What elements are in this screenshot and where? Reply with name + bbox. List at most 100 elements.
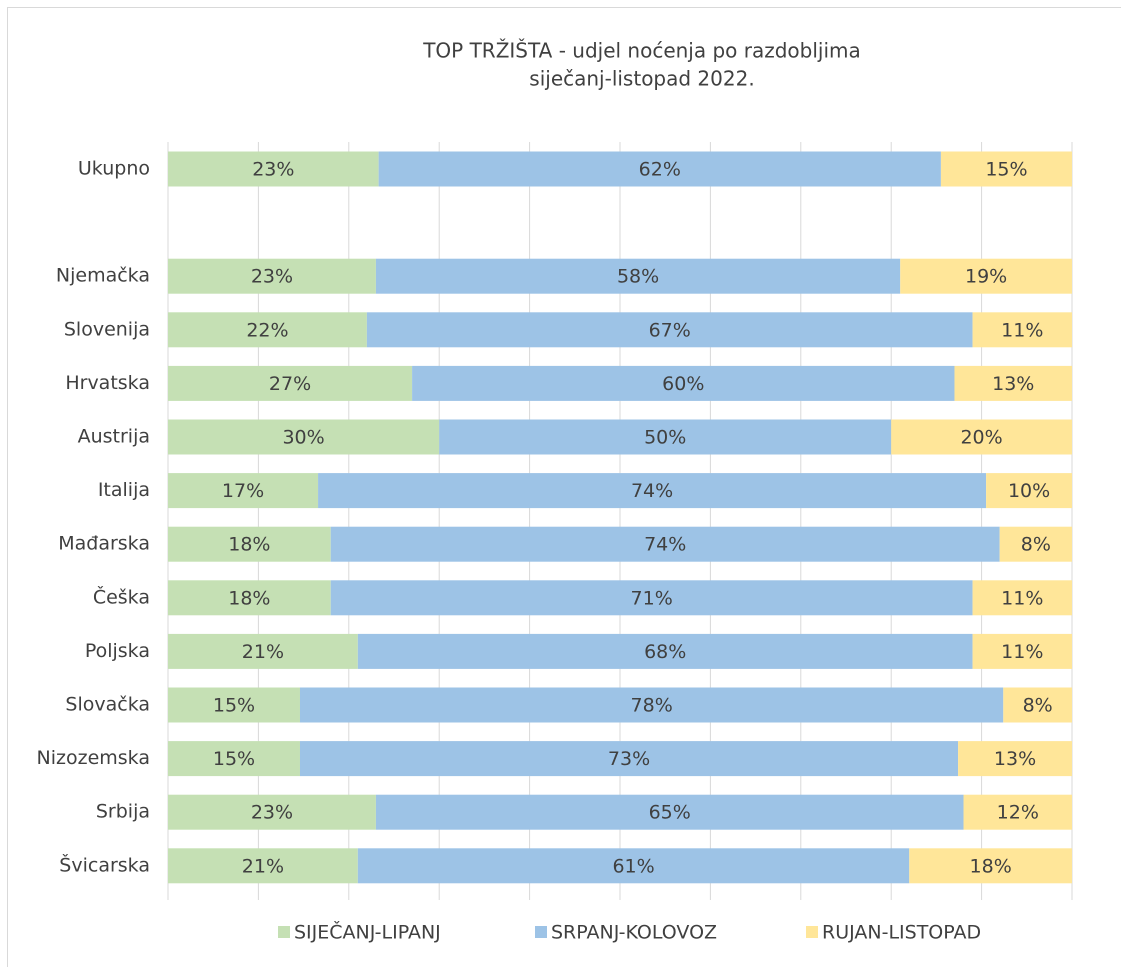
data-label: 58% [617,266,659,288]
bar-segment [168,312,367,348]
bar-segment [330,526,1000,562]
bar-segment [168,580,331,616]
bar-segment [891,419,1072,455]
data-label: 21% [242,641,284,663]
legend-label: SIJEČANJ-LIPANJ [294,920,441,944]
bar-segment [330,580,973,616]
bar-segment [168,526,331,562]
data-label: 74% [644,534,686,556]
data-label: 60% [662,373,704,395]
data-label: 50% [644,427,686,449]
data-label: 18% [228,534,270,556]
data-label: 61% [612,855,654,877]
chart-title: siječanj-listopad 2022. [529,67,754,91]
bar-segment [168,258,376,294]
data-label: 8% [1023,695,1053,717]
bar-segment [168,741,300,777]
data-label: 62% [639,159,681,181]
bar-segment [318,473,987,509]
data-label: 13% [992,373,1034,395]
y-tick-label: Češka [93,584,150,608]
data-label: 15% [213,748,255,770]
bar-segment [168,633,358,669]
data-label: 23% [252,159,294,181]
data-label: 11% [1001,587,1043,609]
bar-segment [972,312,1072,348]
data-label: 21% [242,855,284,877]
bar-segment [986,473,1072,509]
bar-segment [168,687,300,723]
y-tick-label: Njemačka [56,265,150,287]
bar-segment [366,312,973,348]
y-tick-label: Mađarska [58,533,150,555]
y-tick-label: Austrija [78,426,150,448]
y-tick-label: Slovačka [65,694,150,716]
bar-segment [357,633,973,669]
data-label: 23% [251,802,293,824]
data-label: 30% [282,427,324,449]
bar-segment [963,794,1072,830]
y-tick-label: Ukupno [78,158,150,180]
data-label: 15% [985,159,1027,181]
bar-segment [168,419,440,455]
y-tick-label: Slovenija [64,318,150,340]
data-label: 67% [649,319,691,341]
bar-segment [299,687,1004,723]
y-tick-label: Srbija [96,801,150,823]
bar-segment [168,473,319,509]
bar-segment [958,741,1072,777]
data-label: 78% [631,695,673,717]
bar-segment [954,365,1072,401]
data-label: 68% [644,641,686,663]
data-label: 74% [631,480,673,502]
data-label: 17% [222,480,264,502]
data-label: 27% [269,373,311,395]
bar-segment [1003,687,1072,723]
data-label: 11% [1001,319,1043,341]
bar-segment [940,151,1072,187]
bar-segment [972,580,1072,616]
data-label: 11% [1001,641,1043,663]
data-label: 18% [970,855,1012,877]
data-label: 71% [631,587,673,609]
y-tick-label: Švicarska [59,852,150,876]
bar-segment [168,848,358,884]
data-label: 10% [1008,480,1050,502]
data-label: 19% [965,266,1007,288]
y-tick-label: Italija [98,479,150,501]
bar-segment [412,365,955,401]
data-label: 23% [251,266,293,288]
legend-label: RUJAN-LISTOPAD [822,922,981,944]
legend-swatch [278,926,290,938]
bar-segment [999,526,1072,562]
bar-segment [909,848,1072,884]
legend-swatch [535,926,547,938]
bar-segment [439,419,892,455]
bar-segment [299,741,959,777]
data-label: 65% [649,802,691,824]
data-label: 73% [608,748,650,770]
data-label: 12% [997,802,1039,824]
y-tick-label: Nizozemska [37,747,150,769]
chart-title: TOP TRŽIŠTA - udjel noćenja po razdoblji… [422,39,861,63]
bar-segment [375,794,964,830]
y-tick-label: Poljska [85,640,150,662]
bar-segment [375,258,901,294]
data-label: 8% [1021,534,1051,556]
legend-label: SRPANJ-KOLOVOZ [551,922,717,944]
bar-segment [378,151,941,187]
bar-segment [972,633,1072,669]
bar-segment [900,258,1072,294]
bar-segment [168,365,413,401]
bar-segment [168,794,376,830]
legend-swatch [806,926,818,938]
bar-segment [168,151,379,187]
y-tick-label: Hrvatska [65,372,150,394]
data-label: 20% [960,427,1002,449]
data-label: 22% [246,319,288,341]
data-label: 15% [213,695,255,717]
data-label: 13% [994,748,1036,770]
data-label: 18% [228,587,270,609]
bar-segment [357,848,910,884]
